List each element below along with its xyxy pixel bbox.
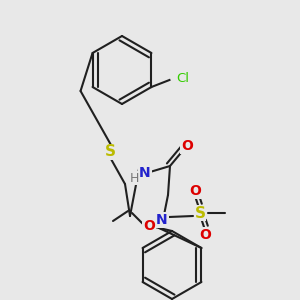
Text: Cl: Cl <box>176 73 189 85</box>
Text: O: O <box>199 228 211 242</box>
Text: N: N <box>139 166 151 180</box>
Text: S: S <box>104 145 116 160</box>
Text: O: O <box>189 184 201 198</box>
Text: H: H <box>129 172 139 184</box>
Text: S: S <box>194 206 206 220</box>
Text: O: O <box>181 139 193 153</box>
Text: N: N <box>156 213 168 227</box>
Text: O: O <box>143 219 155 233</box>
